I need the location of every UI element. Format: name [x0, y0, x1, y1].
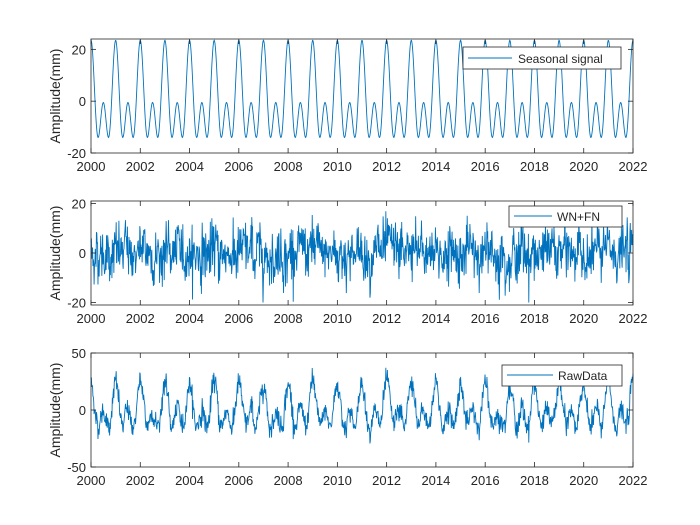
x-tick-label: 2006	[224, 473, 253, 488]
y-tick-label: 20	[72, 196, 86, 211]
series-seasonal-signal	[90, 39, 634, 139]
ticks-noise: 2000 2002 2004 2006 2008 2010 2012 2014 2016 2018…	[67, 196, 647, 326]
y-tick-label: -20	[67, 296, 86, 311]
x-tick-label: 2010	[323, 311, 352, 326]
legend-label-raw: RawData	[558, 369, 608, 383]
legend-label-noise: WN+FN	[557, 210, 600, 224]
legend-box-seasonal	[462, 46, 622, 70]
series-rawdata	[90, 367, 634, 444]
x-tick-label: 2020	[569, 159, 598, 174]
x-tick-label: 2014	[421, 311, 450, 326]
legend-raw: RawData	[501, 364, 623, 387]
x-tick-label: 2008	[274, 473, 303, 488]
series-line-noise	[90, 206, 634, 303]
ylabel-raw: Amplitude(mm)	[47, 363, 63, 458]
y-tick-label: 20	[72, 42, 86, 57]
x-tick-label: 2008	[274, 311, 303, 326]
x-tick-label: 2012	[372, 473, 401, 488]
x-tick-label: 2016	[471, 159, 500, 174]
legend-seasonal: Seasonal signal	[462, 46, 622, 70]
x-tick-label: 2022	[619, 311, 648, 326]
x-tick-label: 2004	[175, 473, 204, 488]
x-tick-label: 2012	[372, 311, 401, 326]
x-tick-label: 2002	[126, 159, 155, 174]
panel-noise: 2000 2002 2004 2006 2008 2010 2012 2014 2016 2018…	[47, 196, 647, 326]
x-tick-label: 2004	[175, 159, 204, 174]
y-tick-label: 0	[79, 403, 86, 418]
legend-label-seasonal: Seasonal signal	[518, 52, 603, 66]
panel-raw: 2000 2002 2004 2006 2008 2010 2012 2014 2016 2018…	[47, 346, 647, 488]
x-tick-label: 2016	[471, 311, 500, 326]
panel-seasonal: 2000 2002 2004 2006 2008 2010 2012 2014 2016 2018…	[47, 38, 647, 174]
y-tick-label: 0	[79, 94, 86, 109]
x-tick-label: 2018	[520, 311, 549, 326]
x-tick-label: 2000	[77, 311, 106, 326]
series-line-seasonal	[90, 39, 634, 139]
x-tick-label: 2006	[224, 311, 253, 326]
axes-box-seasonal	[90, 38, 634, 154]
y-tick-label: -50	[67, 460, 86, 475]
x-tick-label: 2020	[569, 473, 598, 488]
x-tick-label: 2018	[520, 473, 549, 488]
x-tick-label: 2016	[471, 473, 500, 488]
y-tick-label: -20	[67, 146, 86, 161]
x-tick-label: 2018	[520, 159, 549, 174]
ylabel-seasonal: Amplitude(mm)	[47, 49, 63, 144]
x-tick-label: 2010	[323, 159, 352, 174]
series-wn-fn	[90, 206, 634, 303]
x-tick-label: 2002	[126, 311, 155, 326]
x-tick-label: 2008	[274, 159, 303, 174]
x-tick-label: 2014	[421, 159, 450, 174]
series-line-raw	[90, 367, 634, 444]
x-tick-label: 2004	[175, 311, 204, 326]
legend-noise: WN+FN	[508, 205, 623, 228]
ylabel-noise: Amplitude(mm)	[47, 206, 63, 301]
x-tick-label: 2000	[77, 473, 106, 488]
y-tick-label: 50	[72, 346, 86, 361]
ticks-seasonal: 2000 2002 2004 2006 2008 2010 2012 2014 2016 2018…	[67, 39, 647, 174]
x-tick-label: 2020	[569, 311, 598, 326]
x-tick-label: 2006	[224, 159, 253, 174]
x-tick-label: 2000	[77, 159, 106, 174]
legend-box-noise	[508, 205, 623, 228]
ticks-raw: 2000 2002 2004 2006 2008 2010 2012 2014 2016 2018…	[67, 346, 647, 488]
x-tick-label: 2010	[323, 473, 352, 488]
legend-box-raw	[501, 364, 623, 387]
x-tick-label: 2022	[619, 159, 648, 174]
x-tick-label: 2002	[126, 473, 155, 488]
x-tick-label: 2022	[619, 473, 648, 488]
y-tick-label: 0	[79, 246, 86, 261]
x-tick-label: 2012	[372, 159, 401, 174]
x-tick-label: 2014	[421, 473, 450, 488]
